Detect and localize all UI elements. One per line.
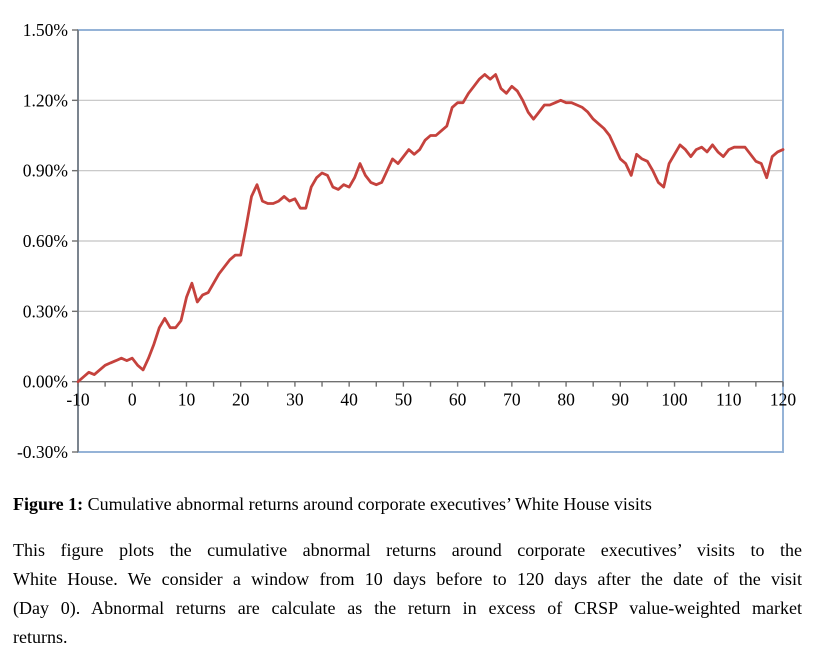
cumulative-abnormal-returns-chart: -0.30% 0.00% 0.30% 0.60% 0.90% 1.20% 1.50% -10 0… [17, 20, 797, 462]
figure-description: This figure plots the cumulative abnorma… [13, 536, 802, 650]
description-line: White House. We consider a window from 1… [13, 569, 802, 589]
figure-caption-label: Figure 1: [13, 494, 84, 514]
y-tick-label: 0.90% [23, 161, 68, 181]
x-tick-label: 120 [770, 390, 797, 410]
car-series-line [76, 73, 785, 384]
figure-caption-text: Cumulative abnormal returns around corpo… [83, 494, 652, 514]
x-tick-label: 20 [232, 390, 250, 410]
y-tick-label: 0.30% [23, 301, 68, 321]
description-line: returns. [13, 627, 68, 647]
description-line: This figure plots the cumulative abnorma… [13, 540, 802, 560]
figure-caption: Figure 1: Cumulative abnormal returns ar… [13, 492, 802, 516]
y-tick-label: 0.60% [23, 231, 68, 251]
x-tick-label: 40 [340, 390, 358, 410]
y-tick-label: 1.20% [23, 90, 68, 110]
x-tick-label: 80 [557, 390, 575, 410]
x-tick-label: 70 [503, 390, 521, 410]
x-tick-label: 60 [449, 390, 467, 410]
x-tick-label: 50 [395, 390, 413, 410]
description-line: (Day 0). Abnormal returns are calculate … [13, 598, 802, 618]
x-tick-label: 10 [178, 390, 196, 410]
y-tick-label: 1.50% [23, 20, 68, 40]
y-tick-label: 0.00% [23, 372, 68, 392]
y-tick-label: -0.30% [17, 442, 68, 462]
x-tick-label: 100 [661, 390, 688, 410]
x-tick-label: 30 [286, 390, 304, 410]
x-tick-label: 0 [128, 390, 137, 410]
chart-canvas: -0.30% 0.00% 0.30% 0.60% 0.90% 1.20% 1.50% -10 0… [17, 20, 797, 462]
x-tick-label: -10 [66, 390, 90, 410]
x-tick-label: 110 [716, 390, 742, 410]
x-tick-label: 90 [612, 390, 630, 410]
